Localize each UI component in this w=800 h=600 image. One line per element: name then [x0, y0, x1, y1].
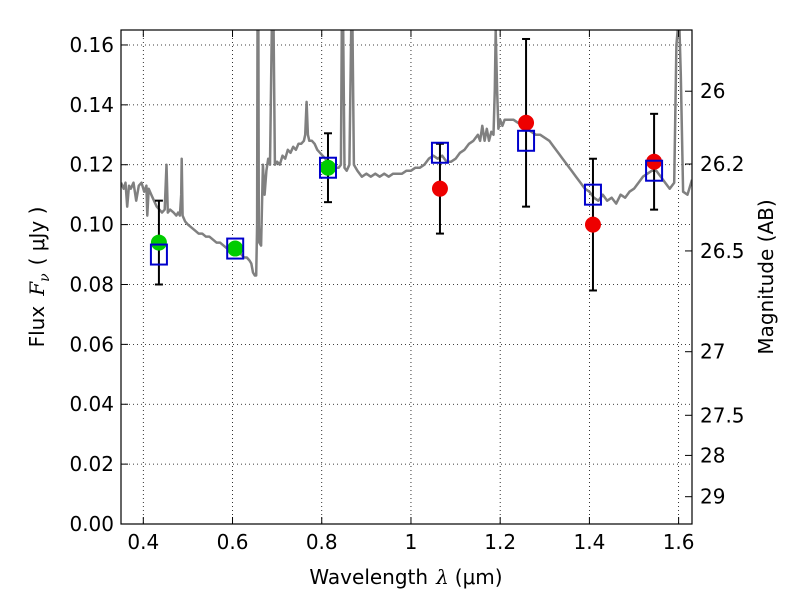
- y-tick-label: 0.08: [69, 272, 114, 296]
- nir-detection-point: [431, 180, 448, 197]
- y2-tick-label: 28: [700, 443, 725, 467]
- y-tick-label: 0.06: [69, 332, 114, 356]
- y-tick-label: 0.14: [69, 93, 114, 117]
- y-tick-label: 0.16: [69, 33, 114, 57]
- model-photometry-point: [583, 183, 602, 206]
- nir-detection-point: [518, 114, 535, 131]
- model-photometry-point: [517, 129, 536, 152]
- nir-detection-point: [584, 216, 601, 233]
- x-tick-label: 1.2: [484, 530, 516, 554]
- model-photometry-point: [318, 156, 337, 179]
- y2-tick-label: 27: [700, 340, 725, 364]
- plot-area: [121, 30, 692, 292]
- x-tick-label: 0.4: [127, 530, 159, 554]
- model-photometry-point: [149, 243, 168, 266]
- model-photometry-point: [430, 141, 449, 164]
- optical-detection-point: [150, 234, 167, 251]
- x-tick-label: 0.8: [306, 530, 338, 554]
- y2-tick-label: 26.2: [700, 152, 745, 176]
- y-tick-label: 0.10: [69, 213, 114, 237]
- x-axis-label: Wavelength λ (μm): [309, 565, 502, 589]
- y-tick-label: 0.04: [69, 392, 114, 416]
- y2-axis-label: Magnitude (AB): [754, 199, 778, 354]
- model-photometry-point: [645, 159, 664, 182]
- x-tick-label: 1.4: [573, 530, 605, 554]
- y2-tick-label: 27.5: [700, 403, 745, 427]
- plot-frame: [120, 29, 693, 525]
- x-tick-label: 1.6: [663, 530, 695, 554]
- x-tick-label: 0.6: [217, 530, 249, 554]
- y-tick-label: 0.02: [69, 452, 114, 476]
- axis-ticks: 0.4 0.6 0.8 1 1.2 1.4 1.6 0.00 0.02 0.04 0.06 0.08 0…: [69, 30, 745, 554]
- y-axis-label: FluxFν( μJy ): [25, 207, 53, 348]
- y-tick-label: 0.00: [69, 512, 114, 536]
- model-spectrum-line: [121, 30, 692, 277]
- y2-tick-label: 29: [700, 485, 725, 509]
- y2-tick-label: 26: [700, 79, 725, 103]
- optical-detection-point: [227, 240, 244, 257]
- x-tick-label: 1: [405, 530, 418, 554]
- y-tick-label: 0.12: [69, 153, 114, 177]
- optical-detection-point: [319, 159, 336, 176]
- nir-detection-point: [646, 153, 663, 170]
- y2-tick-label: 26.5: [700, 239, 745, 263]
- model-photometry-point: [226, 237, 245, 260]
